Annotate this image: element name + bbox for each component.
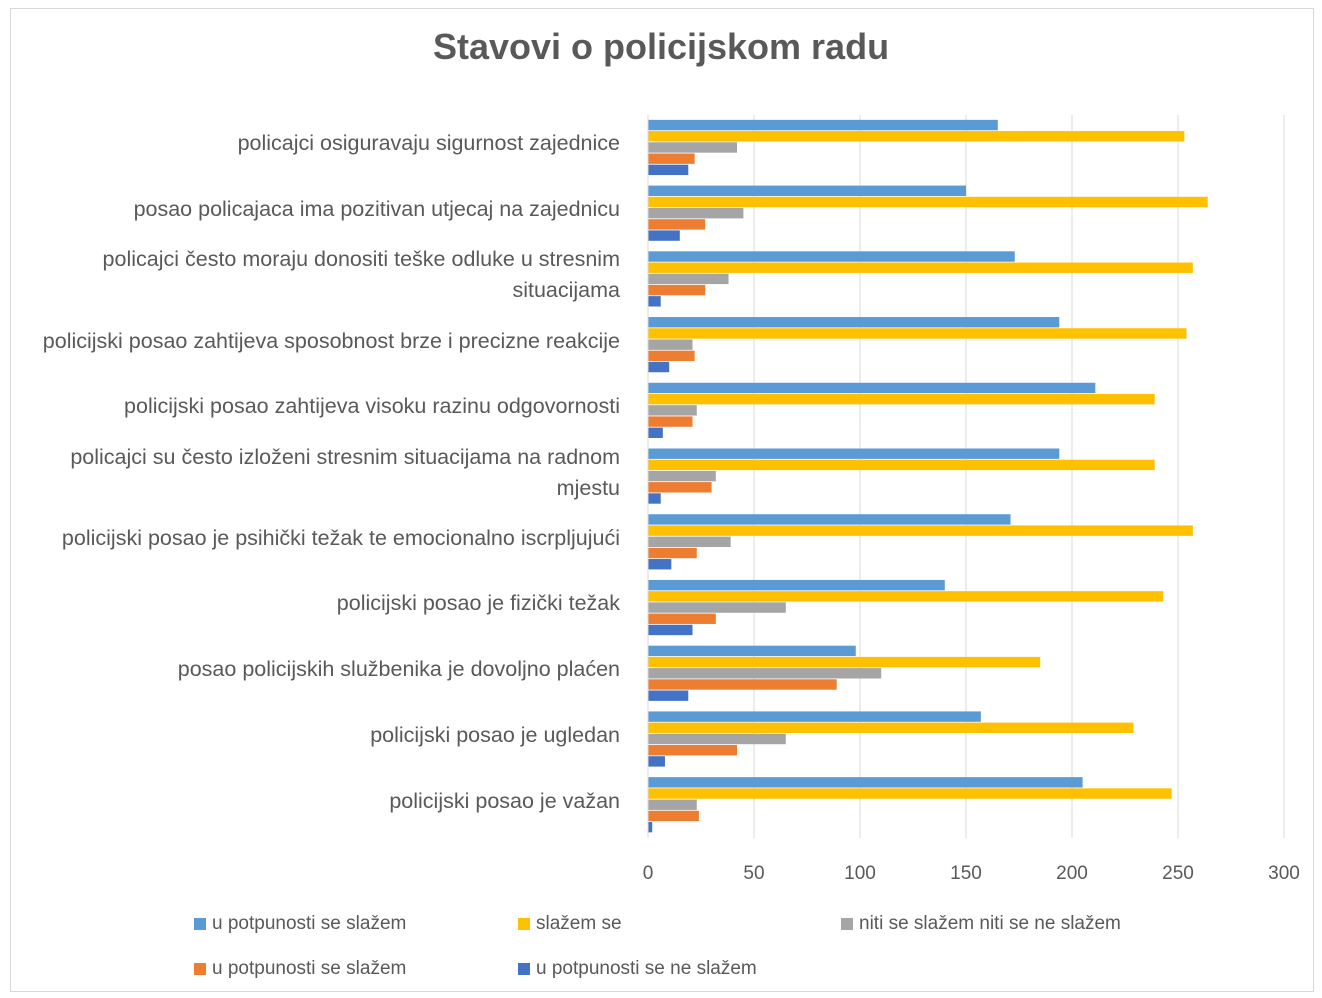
bar xyxy=(648,613,716,624)
bar xyxy=(648,273,729,285)
bar xyxy=(648,733,786,745)
bar xyxy=(648,459,1155,471)
bar xyxy=(648,591,1164,602)
bar xyxy=(648,690,689,701)
legend-item: u potpunosti se slažem xyxy=(194,958,406,980)
bar xyxy=(648,799,697,810)
bar xyxy=(648,207,744,219)
bar xyxy=(648,745,738,756)
bar xyxy=(648,328,1187,339)
x-tick-label: 100 xyxy=(844,863,876,884)
bar xyxy=(648,382,1096,394)
bar xyxy=(648,405,697,416)
bar xyxy=(648,624,693,636)
bar xyxy=(648,230,680,241)
legend-item: u potpunosti se ne slažem xyxy=(518,958,757,980)
legend-item: slažem se xyxy=(518,913,622,935)
bar xyxy=(648,525,1193,536)
bar xyxy=(648,722,1134,734)
legend-item: u potpunosti se slažem xyxy=(194,913,406,935)
legend-swatch xyxy=(518,918,530,930)
bar xyxy=(648,470,716,482)
legend-item: niti se slažem niti se ne slažem xyxy=(841,913,1121,935)
legend-label: slažem se xyxy=(536,913,622,934)
bar xyxy=(648,119,998,131)
legend-swatch xyxy=(194,918,206,930)
category-label: policijski posao je ugledan xyxy=(370,722,620,747)
bar xyxy=(648,350,695,362)
bar xyxy=(648,131,1185,142)
legend-label: u potpunosti se ne slažem xyxy=(536,958,757,979)
category-label: policijski posao je fizički težak xyxy=(336,591,620,616)
x-tick-label: 250 xyxy=(1162,863,1194,884)
category-label: posao policajaca ima pozitivan utjecaj n… xyxy=(133,197,620,222)
category-label: policijski posao je važan xyxy=(389,788,620,813)
bar xyxy=(648,427,663,438)
category-label: policajci su često izloženi stresnim sit… xyxy=(70,444,620,500)
bar xyxy=(648,262,1193,273)
bar xyxy=(648,777,1083,788)
chart-title: Stavovi o policijskom radu xyxy=(432,26,890,67)
x-tick-label: 0 xyxy=(643,863,654,884)
bar xyxy=(648,711,981,722)
bar xyxy=(648,559,672,570)
x-tick-label: 300 xyxy=(1268,863,1300,884)
bar xyxy=(648,251,1015,262)
bar xyxy=(648,645,856,657)
bar xyxy=(648,788,1172,799)
bar xyxy=(648,416,693,427)
bar xyxy=(648,296,661,307)
category-label: posao policijskih službenika je dovoljno… xyxy=(177,657,620,682)
category-label: policajci osiguravaju sigurnost zajednic… xyxy=(237,131,620,156)
legend-swatch xyxy=(518,963,530,975)
bar xyxy=(648,219,706,230)
bar xyxy=(648,482,712,493)
legend-label: niti se slažem niti se ne slažem xyxy=(859,913,1121,934)
bar xyxy=(648,317,1060,328)
category-label: policijski posao zahtijeva visoku razinu… xyxy=(124,394,620,419)
legend-swatch xyxy=(194,963,206,975)
bar xyxy=(648,142,738,153)
bar xyxy=(648,821,653,833)
bar xyxy=(648,164,689,176)
bar xyxy=(648,656,1041,668)
bar xyxy=(648,536,731,548)
bar xyxy=(648,493,661,504)
bar xyxy=(648,185,966,196)
bar xyxy=(648,547,697,559)
bar xyxy=(648,756,665,767)
category-label: policijski posao zahtijeva sposobnost br… xyxy=(42,328,620,353)
bar xyxy=(648,361,670,373)
bar xyxy=(648,514,1011,525)
x-tick-label: 150 xyxy=(950,863,982,884)
bar xyxy=(648,579,945,591)
bar xyxy=(648,679,837,690)
bar xyxy=(648,153,695,164)
bar xyxy=(648,284,706,296)
x-tick-label: 200 xyxy=(1056,863,1088,884)
bar xyxy=(648,810,699,822)
category-label: policijski posao je psihički težak te em… xyxy=(61,525,620,550)
legend-label: u potpunosti se slažem xyxy=(212,913,407,934)
bar xyxy=(648,393,1155,405)
x-tick-label: 50 xyxy=(743,863,764,884)
bar xyxy=(648,448,1060,459)
bar xyxy=(648,668,882,679)
legend-label: u potpunosti se slažem xyxy=(212,958,407,979)
bar xyxy=(648,339,693,350)
bar xyxy=(648,602,786,613)
legend-swatch xyxy=(841,918,853,930)
category-label: policajci često moraju donositi teške od… xyxy=(102,247,620,303)
bar xyxy=(648,196,1208,208)
